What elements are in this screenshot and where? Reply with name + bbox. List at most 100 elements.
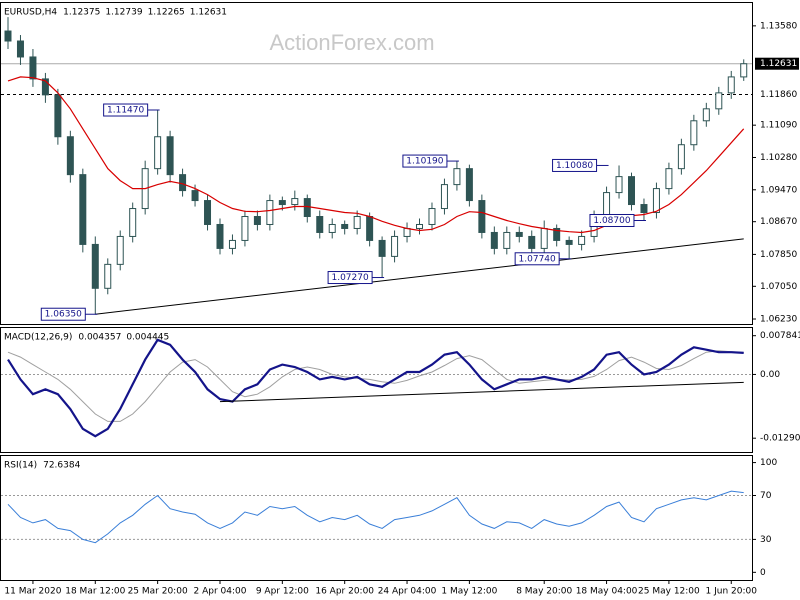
candle-body <box>191 190 199 202</box>
candle-body <box>278 200 286 206</box>
trendline <box>219 381 744 403</box>
candle-body <box>204 200 212 225</box>
candle-body <box>228 239 236 249</box>
annotation-label: 1.06350 <box>45 310 82 320</box>
annotation-box <box>589 213 635 227</box>
y-tick-label: 1.11090 <box>760 121 797 131</box>
candle-body <box>515 231 523 237</box>
candle-body <box>116 235 124 265</box>
annotation-label: 1.08700 <box>593 216 630 226</box>
annotation-box <box>514 252 560 266</box>
header-value: 0.004445 <box>126 333 169 343</box>
candle-body <box>628 176 635 206</box>
candle-body <box>740 63 748 78</box>
header-value: 72.6384 <box>43 461 80 471</box>
x-tick-label: 24 Apr 04:00 <box>378 587 437 597</box>
annotation-box <box>327 271 373 285</box>
y-tick-label: 100 <box>760 458 777 468</box>
annotation-label: 1.11470 <box>107 106 144 116</box>
x-tick-label: 25 May 12:00 <box>638 587 700 597</box>
candle-body <box>253 216 261 225</box>
candle-body <box>16 40 24 58</box>
x-tick-label: 9 Apr 12:00 <box>256 587 309 597</box>
candle-body <box>328 223 336 233</box>
candle-body <box>41 78 49 96</box>
y-tick-label: 70 <box>760 491 772 501</box>
current-price-label: 1.12631 <box>760 59 797 69</box>
indicator-line <box>7 338 744 438</box>
candle-body <box>615 176 623 194</box>
candle-body <box>241 216 249 241</box>
x-tick-label: 16 Apr 20:00 <box>315 587 374 597</box>
candle-body <box>4 30 12 42</box>
y-tick-label: 1.07850 <box>760 250 797 260</box>
candle-body <box>727 76 735 94</box>
candle-body <box>91 243 99 289</box>
candle-body <box>341 223 349 229</box>
level-label: 1.11860 <box>760 90 797 100</box>
candle-body <box>503 231 511 249</box>
panel-title: EURUSD,H4 <box>4 8 57 18</box>
macd-panel <box>0 327 753 453</box>
candle-body <box>29 56 37 80</box>
candle-body <box>553 227 561 241</box>
current-price-box <box>755 57 799 70</box>
x-tick-label: 11 Mar 2020 <box>4 587 61 597</box>
panel-title: RSI(14) <box>4 461 37 471</box>
y-tick-label: 1.06230 <box>760 315 797 325</box>
candle-body <box>528 235 536 249</box>
annotation-box <box>552 158 598 172</box>
candle-body <box>104 263 112 289</box>
x-tick-label: 18 May 04:00 <box>576 587 638 597</box>
annotation-box <box>40 307 86 321</box>
header-value: 0.004357 <box>78 333 121 343</box>
x-tick-label: 25 Mar 20:00 <box>128 587 188 597</box>
x-tick-label: 1 Jun 20:00 <box>706 587 758 597</box>
x-tick-label: 8 May 20:00 <box>516 587 572 597</box>
y-tick-label: 1.10280 <box>760 153 797 163</box>
header-value: 1.12265 <box>148 8 185 18</box>
candle-body <box>129 208 137 237</box>
candle-body <box>652 188 660 214</box>
candle-body <box>266 200 274 225</box>
y-tick-label: 0 <box>760 568 766 578</box>
y-tick-label: 30 <box>760 535 772 545</box>
candle-body <box>166 136 174 176</box>
indicator-line <box>7 350 744 422</box>
candle-body <box>216 223 224 249</box>
candle-body <box>440 184 448 210</box>
price-panel <box>0 2 753 325</box>
candle-body <box>416 223 424 229</box>
candle-body <box>403 227 411 237</box>
candle-body <box>677 144 685 170</box>
candle-body <box>453 168 461 186</box>
candle-body <box>715 92 723 110</box>
header-value: 1.12739 <box>105 8 142 18</box>
candle-body <box>478 200 486 233</box>
y-tick-label: 1.08670 <box>760 217 797 227</box>
candle-body <box>366 216 374 241</box>
candle-body <box>66 136 74 176</box>
candle-body <box>391 235 399 257</box>
candle-body <box>54 94 62 138</box>
annotation-box <box>402 154 448 168</box>
annotation-label: 1.07270 <box>331 273 368 283</box>
y-tick-label: 1.09470 <box>760 185 797 195</box>
rsi-panel <box>0 455 753 581</box>
y-tick-label: 1.07050 <box>760 282 797 292</box>
candle-body <box>565 239 573 245</box>
y-tick-label: 0.007841 <box>760 331 800 341</box>
candle-body <box>465 168 473 202</box>
candle-body <box>79 174 87 245</box>
header-value: 1.12631 <box>190 8 227 18</box>
candle-body <box>665 168 673 190</box>
candle-body <box>490 231 498 249</box>
header-value: 1.12375 <box>63 8 100 18</box>
annotation-label: 1.10190 <box>406 157 443 167</box>
x-tick-label: 2 Apr 04:00 <box>194 587 247 597</box>
y-tick-label: 1.13580 <box>760 21 797 31</box>
candle-body <box>540 227 548 249</box>
candle-body <box>154 136 162 170</box>
candle-body <box>603 192 611 218</box>
